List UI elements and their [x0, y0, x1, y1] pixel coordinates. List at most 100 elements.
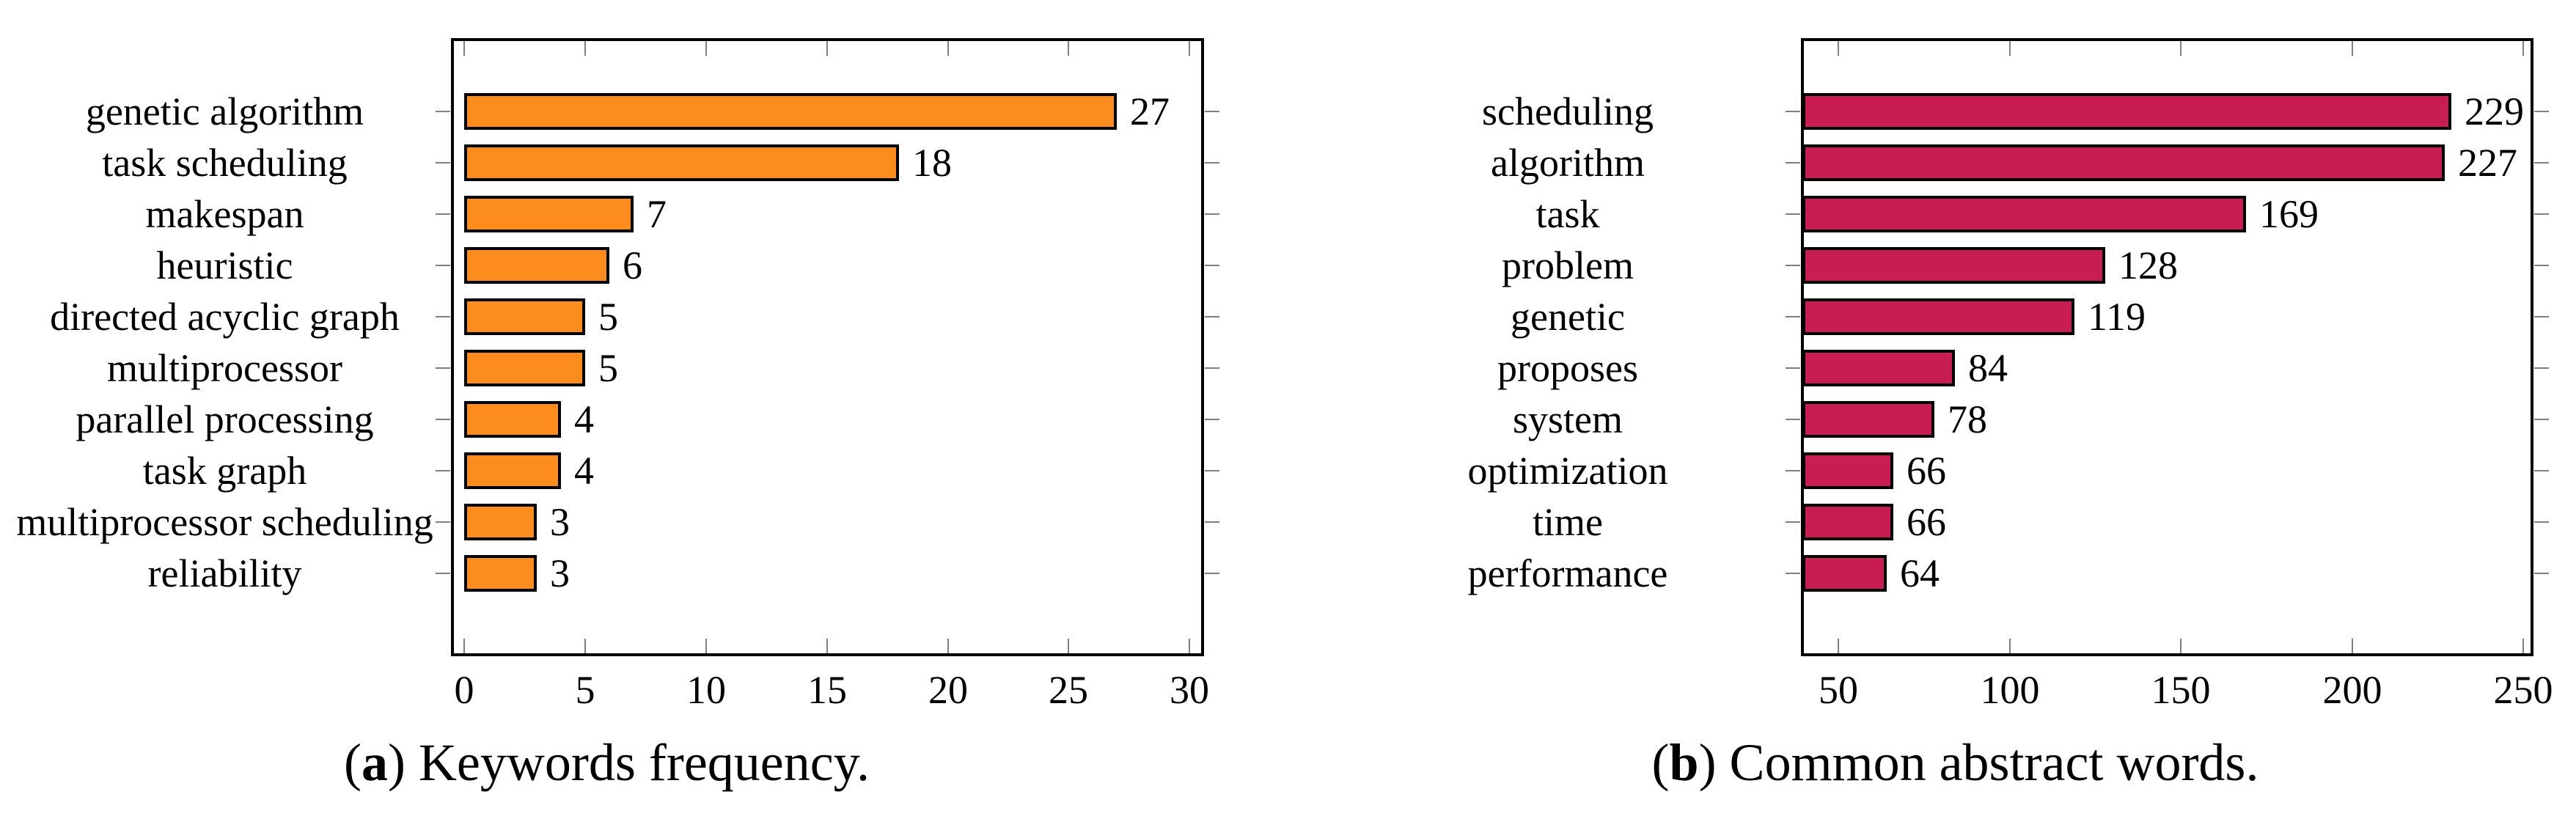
- chart-b-ytick-left: [1786, 521, 1800, 523]
- chart-b-category-label: scheduling: [1482, 89, 1654, 133]
- chart-b-xtick-top: [2180, 41, 2181, 56]
- chart-b-bar: [1802, 350, 1955, 386]
- chart-a-xtick-label: 30: [1170, 668, 1209, 712]
- chart-b-ytick-right: [2534, 111, 2549, 112]
- chart-a-value-label: 18: [912, 141, 952, 185]
- chart-a-bar: [464, 144, 899, 181]
- chart-a-bar: [464, 555, 537, 592]
- chart-a-xtick-top: [584, 41, 586, 56]
- chart-b-bar: [1802, 93, 2451, 130]
- chart-a-xtick-top: [463, 41, 465, 56]
- chart-a-xtick-bottom: [947, 639, 949, 653]
- chart-b-bar: [1802, 401, 1934, 438]
- chart-a-category-label: parallel processing: [76, 397, 374, 441]
- chart-a-ytick-right: [1205, 213, 1219, 215]
- caption-a-paren-open: (: [343, 733, 362, 792]
- chart-b-xtick-bottom: [2352, 639, 2353, 653]
- chart-a-ytick-right: [1205, 265, 1219, 266]
- chart-a-xtick-label: 25: [1049, 668, 1088, 712]
- chart-a-ytick-left: [436, 573, 450, 574]
- caption-b-paren-open: (: [1651, 733, 1670, 792]
- chart-b-ytick-right: [2534, 213, 2549, 215]
- chart-b-category-label: proposes: [1497, 346, 1638, 390]
- chart-a-xtick-top: [705, 41, 707, 56]
- chart-a-value-label: 3: [550, 500, 570, 544]
- chart-b-xtick-top: [1838, 41, 1839, 56]
- chart-a-xtick-bottom: [705, 639, 707, 653]
- chart-a-category-label: multiprocessor scheduling: [16, 500, 433, 544]
- chart-a-xtick-bottom: [1068, 639, 1069, 653]
- caption-a-label: a: [361, 733, 388, 792]
- chart-a-ytick-right: [1205, 367, 1219, 369]
- chart-a-ytick-right: [1205, 573, 1219, 574]
- caption-a-text: Keywords frequency.: [418, 733, 870, 792]
- chart-b-xtick-label: 150: [2151, 668, 2211, 712]
- chart-b-ytick-left: [1786, 367, 1800, 369]
- chart-a-value-label: 5: [598, 346, 618, 390]
- chart-a-value-label: 4: [574, 397, 594, 441]
- chart-b-category-label: task: [1535, 192, 1600, 236]
- chart-a-bar: [464, 93, 1117, 130]
- chart-a-ytick-right: [1205, 470, 1219, 471]
- chart-a-xtick-bottom: [1189, 639, 1190, 653]
- chart-b-ytick-left: [1786, 265, 1800, 266]
- chart-a-ytick-right: [1205, 162, 1219, 164]
- chart-b-xtick-label: 50: [1819, 668, 1858, 712]
- chart-a-category-label: genetic algorithm: [85, 89, 364, 133]
- chart-a-xtick-label: 5: [575, 668, 595, 712]
- chart-a-xtick-bottom: [584, 639, 586, 653]
- chart-b-bar: [1802, 504, 1893, 540]
- chart-b-bar: [1802, 298, 2074, 335]
- chart-b-ytick-right: [2534, 162, 2549, 164]
- chart-a-category-label: task graph: [142, 449, 307, 493]
- chart-b-value-label: 66: [1907, 449, 1946, 493]
- chart-b-xtick-label: 100: [1980, 668, 2040, 712]
- chart-b-value-label: 84: [1968, 346, 2008, 390]
- chart-b-ytick-right: [2534, 521, 2549, 523]
- chart-a-ytick-right: [1205, 521, 1219, 523]
- chart-b-ytick-left: [1786, 573, 1800, 574]
- chart-a-xtick-top: [947, 41, 949, 56]
- chart-b-value-label: 227: [2458, 141, 2517, 185]
- chart-b-xtick-top: [2522, 41, 2524, 56]
- chart-b-ytick-right: [2534, 265, 2549, 266]
- caption-b-paren-close: ): [1698, 733, 1730, 792]
- chart-b-value-label: 128: [2118, 243, 2178, 287]
- chart-a-xtick-bottom: [826, 639, 828, 653]
- chart-a-value-label: 5: [598, 295, 618, 339]
- chart-a-plot-frame: [451, 38, 1204, 656]
- chart-a-ytick-left: [436, 162, 450, 164]
- chart-a-ytick-left: [436, 265, 450, 266]
- chart-a-value-label: 6: [623, 243, 642, 287]
- chart-a-category-label: reliability: [147, 551, 302, 595]
- chart-b-bar: [1802, 452, 1893, 489]
- chart-b-value-label: 229: [2465, 89, 2524, 133]
- chart-a-ytick-left: [436, 213, 450, 215]
- chart-a-ytick-right: [1205, 316, 1219, 317]
- chart-b-xtick-bottom: [2522, 639, 2524, 653]
- chart-a-value-label: 3: [550, 551, 570, 595]
- chart-a-xtick-top: [1068, 41, 1069, 56]
- chart-b-bar: [1802, 247, 2105, 284]
- chart-b-ytick-left: [1786, 213, 1800, 215]
- chart-a-ytick-right: [1205, 111, 1219, 112]
- chart-a-value-label: 27: [1130, 89, 1170, 133]
- chart-a-value-label: 7: [647, 192, 667, 236]
- chart-b-bar: [1802, 196, 2246, 232]
- chart-a-xtick-label: 15: [807, 668, 847, 712]
- chart-b-xtick-bottom: [2180, 639, 2181, 653]
- chart-a-bar: [464, 247, 609, 284]
- chart-a-ytick-left: [436, 316, 450, 317]
- chart-a-category-label: makespan: [145, 192, 304, 236]
- chart-a-ytick-left: [436, 470, 450, 471]
- chart-b-value-label: 169: [2259, 192, 2319, 236]
- chart-b-value-label: 78: [1948, 397, 1987, 441]
- chart-b-category-label: problem: [1502, 243, 1634, 287]
- chart-b-xtick-top: [2352, 41, 2353, 56]
- chart-a-ytick-left: [436, 111, 450, 112]
- chart-b-ytick-left: [1786, 419, 1800, 420]
- chart-b-category-label: genetic: [1511, 295, 1625, 339]
- chart-a-xtick-top: [826, 41, 828, 56]
- chart-b-ytick-left: [1786, 111, 1800, 112]
